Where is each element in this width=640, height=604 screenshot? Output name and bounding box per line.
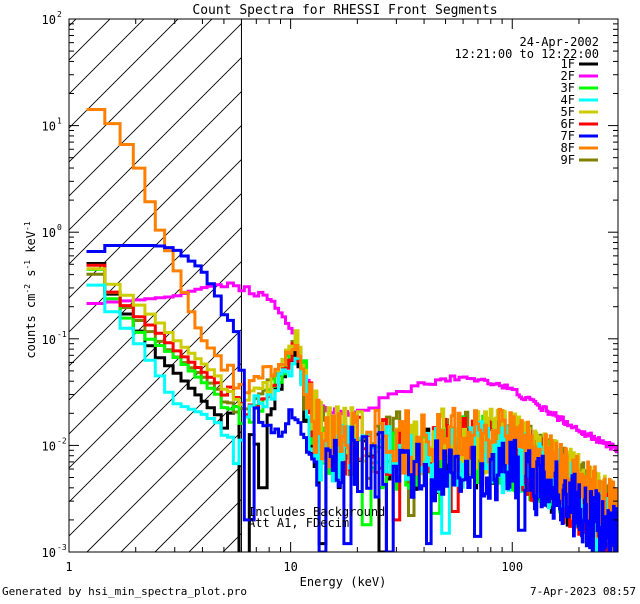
y-tick-base: 10: [42, 333, 56, 347]
y-tick-label: 10: [42, 120, 56, 134]
series-layer: [86, 108, 618, 552]
series-line-7F: [86, 244, 618, 552]
y-tick-base: 10: [42, 120, 56, 134]
legend-label-8F: 8F: [561, 141, 575, 155]
generation-timestamp: 7-Apr-2023 08:57: [530, 585, 636, 598]
y-tick-base: 10: [42, 13, 56, 27]
series-line-2F: [86, 281, 618, 454]
legend-label-4F: 4F: [561, 93, 575, 107]
y-axis-label-s: s: [24, 270, 38, 284]
y-tick-exponent: 0: [57, 223, 62, 232]
y-tick-label: 10: [42, 333, 56, 347]
x-axis-label: Energy (keV): [300, 575, 387, 589]
generator-credit: Generated by hsi_min_spectra_plot.pro: [2, 585, 247, 598]
y-tick-exponent: -1: [57, 330, 67, 339]
y-tick-label: 10: [42, 13, 56, 27]
y-axis-label-exp-cm: -2: [23, 284, 32, 294]
legend-label-5F: 5F: [561, 105, 575, 119]
observation-date: 24-Apr-2002: [520, 35, 599, 49]
observation-time-range: 12:21:00 to 12:22:00: [455, 47, 600, 61]
y-tick-label: 10: [42, 226, 56, 240]
legend-label-1F: 1F: [561, 57, 575, 71]
y-axis-label-kev: keV: [24, 231, 38, 260]
legend-label-6F: 6F: [561, 117, 575, 131]
x-tick-label: 100: [501, 560, 523, 574]
y-tick-exponent: 1: [57, 117, 62, 126]
plot-frame: [68, 18, 619, 553]
hatch-line: [69, 19, 247, 197]
legend-label-7F: 7F: [561, 129, 575, 143]
y-axis-label-exp-kev: -1: [23, 221, 32, 231]
legend-label-9F: 9F: [561, 153, 575, 167]
x-tick-label: 10: [283, 560, 297, 574]
y-axis-label: counts cm-2 s-1 keV-1: [23, 221, 38, 358]
chart-title: Count Spectra for RHESSI Front Segments: [192, 3, 497, 18]
legend-label-3F: 3F: [561, 81, 575, 95]
x-tick-label: 1: [65, 560, 72, 574]
y-tick-exponent: -3: [57, 543, 67, 552]
annotation-attenuator: Att A1, FDecim: [248, 516, 349, 530]
y-tick-label: 10: [42, 439, 56, 453]
hatch-line: [69, 19, 281, 231]
hatch-line: [69, 19, 179, 129]
y-tick-label: 10: [42, 546, 56, 560]
hatch-line: [69, 19, 145, 95]
y-tick-base: 10: [42, 546, 56, 560]
y-tick-base: 10: [42, 226, 56, 240]
y-tick-exponent: 2: [57, 10, 62, 19]
y-tick-base: 10: [42, 439, 56, 453]
x-axis-ticks: 1 10 100: [65, 19, 619, 574]
annotation-background: Includes Background: [248, 505, 385, 519]
y-tick-exponent: -2: [57, 436, 67, 445]
hatch-line: [69, 19, 77, 27]
legend-label-2F: 2F: [561, 69, 575, 83]
y-axis-label-exp-s: -1: [23, 260, 32, 270]
y-axis-label-main: counts cm: [24, 294, 38, 359]
hatch-line: [69, 19, 213, 163]
